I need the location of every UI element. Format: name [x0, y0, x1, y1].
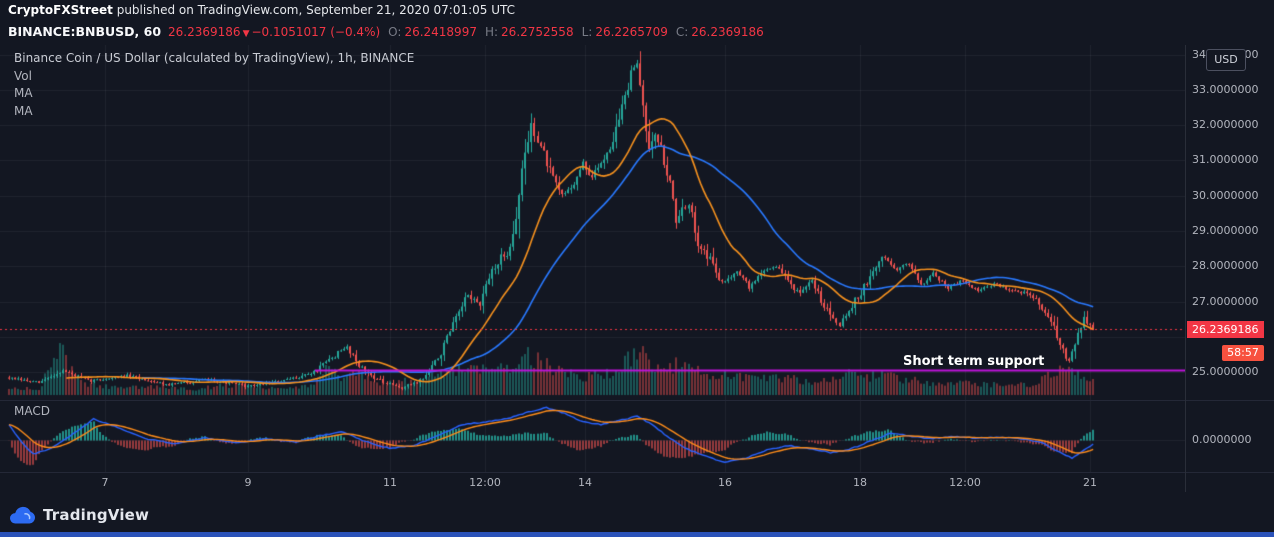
time-axis-tick: 18 [853, 476, 867, 489]
price-axis-tick: 32.0000000 [1192, 118, 1259, 132]
legend-macd[interactable]: MACD [14, 404, 50, 418]
low-label: L: [581, 25, 593, 39]
support-annotation-label: Short term support [903, 354, 1045, 369]
tradingview-logo-icon [10, 506, 36, 524]
price-axis-tick: 29.0000000 [1192, 224, 1259, 238]
time-axis-tick: 16 [718, 476, 732, 489]
currency-toggle-button[interactable]: USD [1206, 49, 1246, 71]
macd-zero-tick: 0.0000000 [1192, 433, 1252, 446]
open-value: 26.2418997 [404, 25, 477, 39]
publisher-name: CryptoFXStreet [8, 3, 113, 17]
legend-ma-slow[interactable]: MA [14, 103, 33, 118]
last-price-badge: 26.2369186 [1187, 320, 1264, 338]
time-axis-tick: 7 [101, 476, 109, 489]
close-value: 26.2369186 [691, 25, 764, 39]
legend-volume[interactable]: Vol [14, 68, 32, 83]
price-axis-tick: 25.0000000 [1192, 365, 1259, 379]
publish-header: CryptoFXStreet published on TradingView.… [0, 0, 1274, 20]
high-value: 26.2752558 [501, 25, 574, 39]
time-axis-tick: 12:00 [949, 476, 981, 489]
tradingview-footer[interactable]: TradingView [0, 498, 1274, 532]
time-axis-tick: 9 [244, 476, 252, 489]
time-axis[interactable]: 7 9 11 12:00 14 16 18 12:00 21 [0, 472, 1185, 492]
chart-legend: Binance Coin / US Dollar (calculated by … [14, 50, 414, 120]
price-down-arrow-icon: ▼ [242, 29, 250, 39]
tradingview-brand-text[interactable]: TradingView [43, 506, 150, 524]
close-label: C: [675, 25, 689, 39]
chart-title[interactable]: Binance Coin / US Dollar (calculated by … [14, 51, 415, 65]
price-axis-tick: 28.0000000 [1192, 259, 1259, 273]
legend-ma-fast[interactable]: MA [14, 86, 33, 100]
time-axis-tick: 12:00 [469, 476, 501, 489]
price-axis-tick: 31.0000000 [1192, 153, 1259, 167]
high-label: H: [484, 25, 499, 39]
price-axis-tick: 27.0000000 [1192, 294, 1259, 308]
time-axis-divider [0, 472, 1274, 473]
last-price: 26.2369186 [168, 25, 241, 39]
bottom-banner-strip [0, 532, 1274, 537]
price-axis[interactable]: USD 26.2369186 58:57 0.0000000 34.000000… [1185, 45, 1274, 492]
symbol-name[interactable]: BINANCE:BNBUSD, 60 [8, 24, 162, 39]
price-axis-tick: 33.0000000 [1192, 82, 1259, 96]
open-label: O: [388, 25, 402, 39]
price-change: −0.1051017 (−0.4%) [251, 25, 381, 39]
price-axis-tick: 30.0000000 [1192, 188, 1259, 202]
bar-countdown-badge: 58:57 [1222, 344, 1264, 361]
pane-divider [0, 400, 1274, 401]
low-value: 26.2265709 [595, 25, 668, 39]
publish-info-text: published on TradingView.com, September … [112, 3, 516, 17]
time-axis-tick: 11 [383, 476, 397, 489]
symbol-info-bar: BINANCE:BNBUSD, 60 26.2369186 ▼ −0.1051017 … [8, 20, 764, 43]
time-axis-tick: 14 [578, 476, 592, 489]
time-axis-tick: 21 [1083, 476, 1097, 489]
